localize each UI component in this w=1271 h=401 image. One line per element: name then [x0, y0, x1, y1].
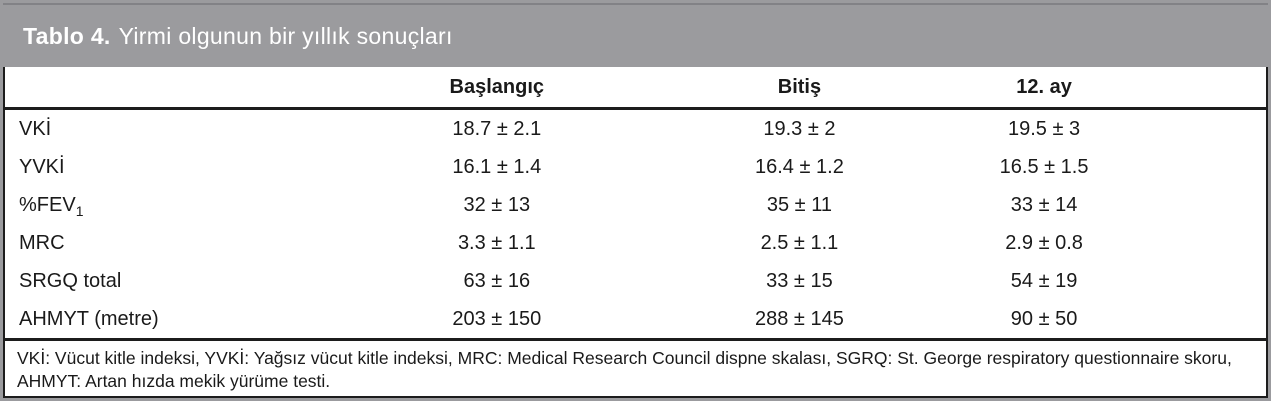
row-label: SRGQ total	[19, 269, 122, 292]
col-header-bitis: Bitiş	[660, 67, 939, 110]
row-label: VKİ	[19, 117, 52, 140]
cell-value: 63 ± 16	[463, 269, 531, 292]
cell-value: 19.3 ± 2	[763, 117, 836, 140]
cell-value: 3.3 ± 1.1	[457, 231, 536, 254]
cell-value: 16.4 ± 1.2	[755, 155, 844, 178]
row-label-base: %FEV	[19, 193, 76, 216]
table-title-bar: Tablo 4. Yirmi olgunun bir yıllık sonuçl…	[3, 3, 1268, 67]
cell-value: 33 ± 15	[766, 269, 833, 292]
cell-value: 16.5 ± 1.5	[999, 155, 1089, 178]
row-label: YVKİ	[19, 155, 65, 178]
cell-value: 16.1 ± 1.4	[452, 155, 542, 178]
col-header-empty	[5, 67, 333, 110]
cell-value: 2.5 ± 1.1	[760, 231, 839, 254]
results-table: Başlangıç Bitiş 12. ay VKİ 18.7 ± 2.1 19…	[5, 67, 1266, 338]
table-row-srgq: SRGQ total 63 ± 16 33 ± 15 54 ± 19	[5, 262, 1266, 300]
cell-value: 54 ± 19	[1010, 269, 1078, 292]
table-row-ahmyt: AHMYT (metre) 203 ± 150 288 ± 145 90 ± 5…	[5, 300, 1266, 338]
table-number-label: Tablo 4.	[23, 22, 111, 49]
cell-value: 33 ± 14	[1010, 193, 1078, 216]
cell-value: 203 ± 150	[452, 307, 542, 330]
table-row-mrc: MRC 3.3 ± 1.1 2.5 ± 1.1 2.9 ± 0.8	[5, 224, 1266, 262]
table-row-vki: VKİ 18.7 ± 2.1 19.3 ± 2 19.5 ± 3	[5, 109, 1266, 149]
cell-value: 32 ± 13	[463, 193, 531, 216]
cell-value: 18.7 ± 2.1	[452, 117, 542, 140]
row-label: AHMYT (metre)	[19, 307, 159, 330]
table-title-text: Yirmi olgunun bir yıllık sonuçları	[118, 22, 453, 49]
cell-value: 90 ± 50	[1010, 307, 1078, 330]
row-label: %FEV1	[5, 186, 333, 224]
col-header-12-ay: 12. ay	[938, 67, 1266, 110]
table-row-yvki: YVKİ 16.1 ± 1.4 16.4 ± 1.2 16.5 ± 1.5	[5, 148, 1266, 186]
table-footnote: VKİ: Vücut kitle indeksi, YVKİ: Yağsız v…	[5, 338, 1266, 397]
table-content-box: Başlangıç Bitiş 12. ay VKİ 18.7 ± 2.1 19…	[3, 67, 1268, 398]
col-header-baslangic: Başlangıç	[332, 67, 661, 110]
row-label: MRC	[19, 231, 65, 254]
cell-value: 2.9 ± 0.8	[1005, 231, 1083, 254]
table-row-fev1: %FEV1 32 ± 13 35 ± 11 33 ± 14	[5, 186, 1266, 224]
cell-value: 35 ± 11	[766, 193, 832, 216]
table-header-row: Başlangıç Bitiş 12. ay	[5, 67, 1266, 110]
cell-value: 288 ± 145	[755, 307, 844, 330]
row-label-subscript: 1	[75, 202, 84, 219]
cell-value: 19.5 ± 3	[1007, 117, 1081, 140]
